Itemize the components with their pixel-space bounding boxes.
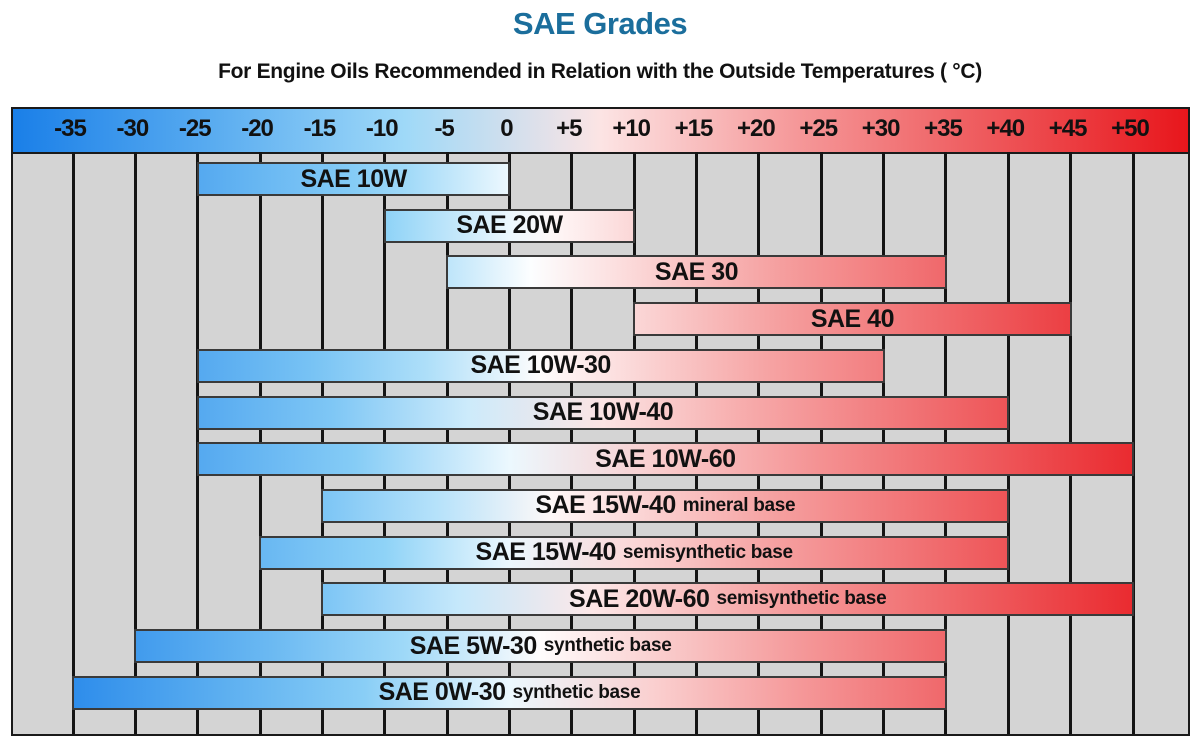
base-type-label: semisynthetic base (622, 541, 793, 563)
tick-label: 0 (500, 115, 513, 142)
grade-label: SAE 5W-30 (409, 631, 537, 660)
grade-label: SAE 0W-30 (378, 678, 506, 707)
tick-label: +15 (674, 115, 714, 142)
tick-label: -10 (365, 115, 399, 142)
chart-subtitle: For Engine Oils Recommended in Relation … (218, 60, 982, 83)
base-type-label: semisynthetic base (716, 588, 887, 610)
grade-label: SAE 30 (654, 257, 739, 286)
grade-label: SAE 10W (300, 164, 407, 193)
grade-label: SAE 40 (810, 304, 895, 333)
base-type-label: synthetic base (512, 681, 641, 703)
grade-label: SAE 10W-60 (595, 444, 736, 473)
tick-label: -25 (178, 115, 212, 142)
grade-bar: SAE 20W-60 semisynthetic base (321, 582, 1134, 617)
temperature-chart: -35 -30 -25 -20 -15 -10 -5 0 +5 +10 +15 +20 +25 +30 +3… (11, 107, 1190, 736)
grade-bar: SAE 10W-60 (196, 442, 1134, 477)
grade-bar: SAE 15W-40 mineral base (321, 488, 1010, 523)
grade-label: SAE 20W-60 (569, 584, 710, 613)
grade-bar: SAE 15W-40 semisynthetic base (259, 535, 1010, 570)
tick-label: +10 (612, 115, 651, 142)
tick-label: +5 (556, 115, 582, 142)
tick-label: +50 (1111, 115, 1150, 142)
grade-label: SAE 15W-40 (475, 538, 617, 567)
tick-label: -5 (434, 115, 454, 142)
grade-bar: SAE 0W-30 synthetic base (72, 675, 947, 710)
base-type-label: synthetic base (543, 635, 672, 656)
tick-label: +35 (924, 115, 963, 142)
grade-bar: SAE 30 (446, 255, 947, 290)
grade-label: SAE 20W (456, 211, 563, 240)
grade-label: SAE 15W-40 (535, 491, 676, 520)
tick-label: +20 (737, 115, 776, 142)
chart-title: SAE Grades (512, 6, 688, 41)
base-type-label: mineral base (682, 494, 796, 516)
grade-bar: SAE 20W (383, 208, 636, 243)
tick-label: +40 (986, 115, 1025, 142)
grade-bar: SAE 40 (633, 302, 1072, 337)
tick-label: -20 (241, 115, 274, 142)
gridline (71, 152, 75, 734)
grade-bar: SAE 5W-30 synthetic base (134, 629, 947, 663)
tick-label: +30 (861, 115, 901, 142)
grade-label: SAE 10W-40 (532, 398, 674, 426)
tick-label: -35 (54, 115, 87, 142)
grade-bar: SAE 10W (196, 162, 511, 196)
tick-label: -30 (116, 115, 150, 142)
tick-label: -15 (303, 115, 337, 142)
tick-label: +25 (799, 115, 838, 142)
tick-label: +45 (1048, 115, 1088, 142)
grade-bar: SAE 10W-30 (196, 348, 885, 383)
gridline (133, 152, 137, 734)
grade-bar: SAE 10W-40 (196, 395, 1010, 430)
temperature-scale-header (13, 109, 1188, 154)
grade-label: SAE 10W-30 (470, 351, 611, 380)
